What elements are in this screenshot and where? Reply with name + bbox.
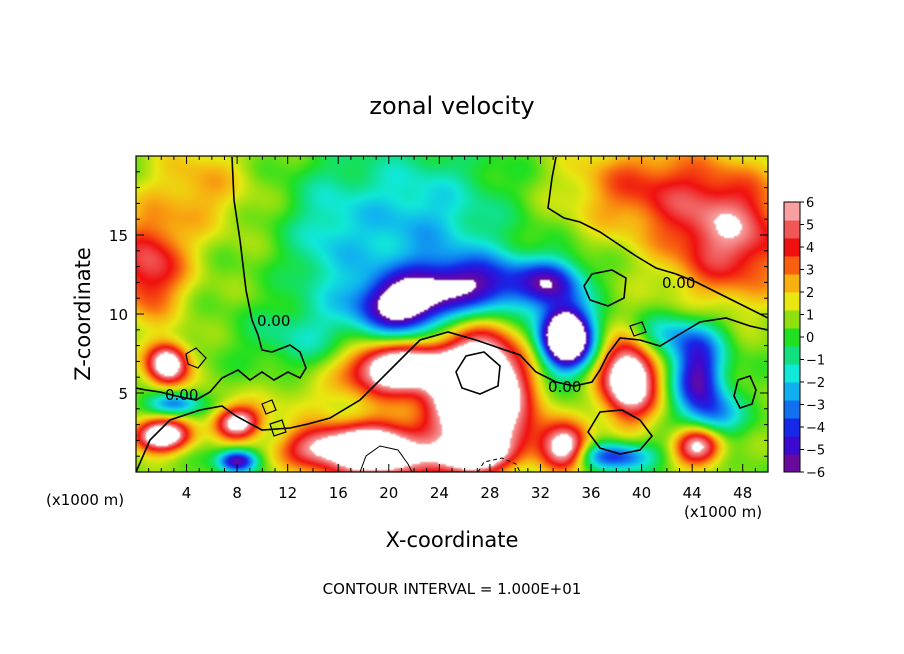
colorbar-label: −6 [806,466,825,481]
contour-line [733,375,757,409]
y-tick-label: 10 [109,306,128,324]
colorbar-label: 1 [806,309,814,324]
contour-line [587,409,654,455]
x-tick-label: 16 [329,484,348,502]
colorbar-swatch [784,220,800,239]
zero-contour-lines [136,156,768,472]
colorbar-swatch [784,310,800,329]
contour-line [261,399,277,415]
contour-label: 0.00 [257,312,290,330]
contour-label: 0.00 [662,274,695,292]
velocity-field-heatmap [136,156,768,472]
colorbar-label: −5 [806,444,825,459]
colorbar-label: 2 [806,286,814,301]
contour-line [269,419,287,437]
y-tick-label: 15 [109,227,128,245]
colorbar-swatch [784,400,800,419]
colorbar-label: 0 [806,331,814,346]
contour-line [455,351,501,395]
colorbar-swatch [784,328,800,347]
contour-line [136,317,768,472]
colorbar-swatch [784,256,800,275]
x-unit-left: (x1000 m) [46,491,124,509]
x-axis: 4 8 12 16 20 24 28 32 36 40 44 48 [148,156,756,502]
colorbar-swatch [784,202,800,221]
colorbar-swatch [784,292,800,311]
contour-label: 0.00 [165,386,198,404]
x-unit-right: (x1000 m) [684,503,762,521]
colorbar-swatch [784,418,800,437]
x-tick-label: 8 [232,484,242,502]
contour-line [185,347,207,369]
x-tick-label: 36 [581,484,600,502]
colorbar-swatch [784,364,800,383]
colorbar-label: −1 [806,354,825,369]
contour-line [477,457,521,472]
x-axis-label: X-coordinate [386,528,519,552]
colorbar-swatch [784,454,800,473]
colorbar-swatch [784,436,800,455]
colorbar-swatch [784,238,800,257]
contour-line [359,445,413,472]
y-tick-label: 5 [118,385,128,403]
contour-line [547,156,768,319]
colorbar-swatch [784,382,800,401]
colorbar-label: −2 [806,376,825,391]
x-tick-label: 12 [278,484,297,502]
x-tick-label: 4 [182,484,192,502]
colorbar-label: −4 [806,421,825,436]
x-tick-label: 24 [430,484,449,502]
x-tick-label: 20 [379,484,398,502]
colorbar-swatch [784,346,800,365]
colorbar-label: 3 [806,264,814,279]
contour-label: 0.00 [548,378,581,396]
contour-line [583,269,627,307]
colorbar-label: −3 [806,399,825,414]
colorbar: 6 5 4 3 2 1 0 −1 −2 −3 −4 −5 −6 [783,196,825,481]
x-tick-label: 28 [480,484,499,502]
contour-line [629,321,647,337]
colorbar-label: 5 [806,219,814,234]
colorbar-label: 6 [806,196,814,211]
colorbar-label: 4 [806,241,814,256]
chart-title: zonal velocity [369,92,534,120]
contour-label-group: 0.00 0.00 0.00 0.00 [165,274,695,404]
contour-line [136,156,307,401]
x-tick-label: 44 [683,484,702,502]
x-tick-label: 32 [531,484,550,502]
contour-interval-note: CONTOUR INTERVAL = 1.000E+01 [323,580,582,598]
x-tick-label: 48 [733,484,752,502]
y-axis: 5 10 15 [109,171,768,457]
colorbar-swatch [784,274,800,293]
y-axis-label: Z-coordinate [71,247,95,381]
x-tick-label: 40 [632,484,651,502]
